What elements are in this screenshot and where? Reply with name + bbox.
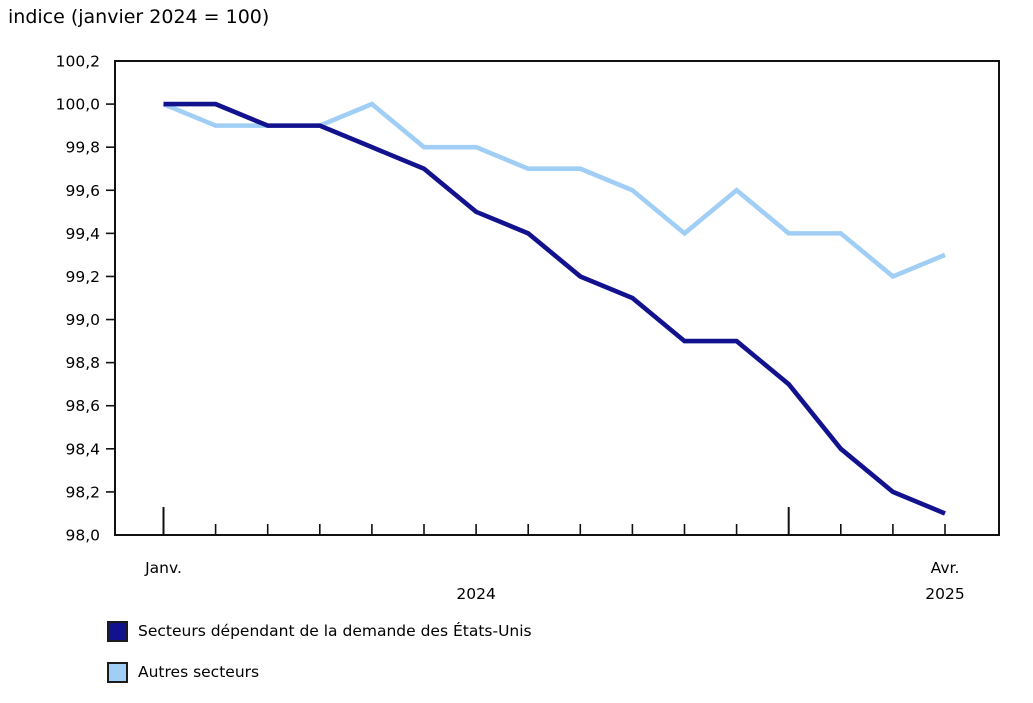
legend-item-us-demand-sectors: Secteurs dépendant de la demande des Éta… [107, 621, 532, 642]
y-tick-label: 99,2 [65, 268, 100, 286]
plot-border [114, 60, 1000, 536]
x-tick-label: Janv. [144, 559, 182, 577]
legend-swatch-navy [107, 621, 128, 642]
legend-swatch-lightblue [107, 662, 128, 683]
x-tick-label: Avr. [931, 559, 960, 577]
x-year-label: 2025 [925, 585, 964, 603]
y-tick-label: 98,4 [65, 440, 100, 458]
legend-label-us-demand-sectors: Secteurs dépendant de la demande des Éta… [138, 622, 532, 640]
y-tick-label: 98,2 [65, 483, 100, 501]
y-tick-label: 99,8 [65, 139, 100, 157]
y-tick-label: 98,6 [65, 397, 100, 415]
y-tick-label: 100,2 [56, 53, 100, 71]
legend-item-other-sectors: Autres secteurs [107, 662, 532, 683]
legend-label-other-sectors: Autres secteurs [138, 663, 260, 681]
y-tick-label: 100,0 [56, 96, 100, 114]
series-line-1 [162, 101, 946, 280]
chart-legend: Secteurs dépendant de la demande des Éta… [107, 621, 532, 703]
y-tick-label: 99,0 [65, 311, 100, 329]
y-tick-label: 98,0 [65, 527, 100, 545]
y-tick-label: 99,4 [65, 225, 100, 243]
y-tick-label: 98,8 [65, 354, 100, 372]
series-line-0 [163, 101, 946, 516]
y-tick-label: 99,6 [65, 182, 100, 200]
line-chart: 100,2 100,0 99,8 99,6 99,4 99,2 99,0 98,8 98,6 98… [56, 53, 1000, 603]
x-year-label: 2024 [456, 585, 495, 603]
chart-title: indice (janvier 2024 = 100) [8, 6, 270, 28]
